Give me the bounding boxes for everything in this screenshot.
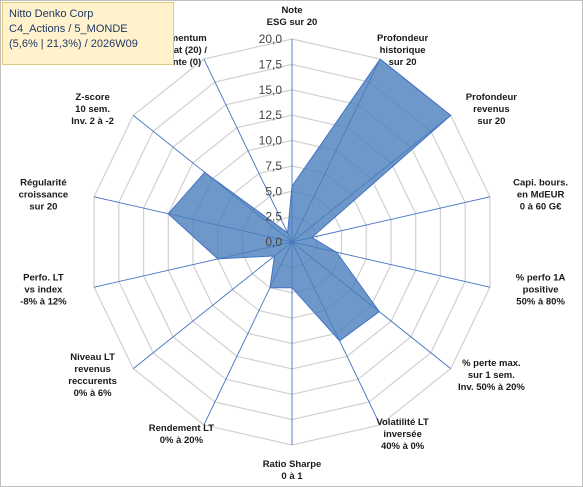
tick-label-6: 15,0 bbox=[259, 83, 283, 97]
axis-label-11-line-2: sur 20 bbox=[29, 202, 57, 213]
tick-label-4: 10,0 bbox=[259, 134, 283, 148]
axis-label-4-line-1: positive bbox=[523, 284, 559, 295]
axis-label-10-line-1: vs index bbox=[24, 284, 63, 295]
axis-label-7-line-1: 0 à 1 bbox=[281, 471, 303, 482]
tick-label-8: 20,0 bbox=[259, 32, 283, 46]
chart-title-box: Nitto Denko Corp C4_Actions / 5_MONDE (5… bbox=[2, 2, 174, 65]
axis-label-13-line-1: Achat (20) / bbox=[156, 45, 208, 56]
axis-label-12-line-1: 10 sem. bbox=[75, 104, 110, 115]
axis-label-11-line-1: croissance bbox=[19, 190, 69, 201]
axis-label-11: Régularité croissance sur 20 bbox=[19, 178, 69, 213]
axis-label-5-line-2: Inv. 50% à 20% bbox=[458, 382, 525, 393]
axis-label-8-line-0: Rendement LT bbox=[149, 423, 214, 434]
axis-label-5: % perte max. sur 1 sem. Inv. 50% à 20% bbox=[458, 358, 525, 393]
spoke-3 bbox=[291, 196, 491, 243]
axis-label-4: % perfo 1A positive 50% à 80% bbox=[516, 272, 566, 307]
axis-label-12-line-2: Inv. 2 à -2 bbox=[71, 116, 114, 127]
axis-label-1-line-1: historique bbox=[380, 45, 426, 56]
axis-label-1-line-0: Profondeur bbox=[377, 33, 428, 44]
axis-label-7: Ratio Sharpe 0 à 1 bbox=[263, 459, 322, 482]
tick-label-5: 12,5 bbox=[259, 108, 283, 122]
axis-label-2-line-1: revenus bbox=[473, 104, 509, 115]
axis-label-0: Note ESG sur 20 bbox=[267, 5, 318, 28]
radar-series-area bbox=[167, 58, 452, 342]
axis-label-13: Momentum Achat (20) / Vente (0) bbox=[156, 33, 208, 68]
axis-label-4-line-0: % perfo 1A bbox=[516, 272, 566, 283]
tick-label-0: 0,0 bbox=[265, 235, 282, 249]
axis-label-7-line-0: Ratio Sharpe bbox=[263, 459, 322, 470]
axis-label-3-line-0: Capi. bours. bbox=[513, 178, 568, 189]
axis-label-9-line-1: revenus bbox=[74, 364, 110, 375]
tick-label-7: 17,5 bbox=[259, 57, 283, 71]
axis-label-10-line-2: -8% à 12% bbox=[20, 296, 67, 307]
axis-label-6-line-1: inversée bbox=[383, 429, 422, 440]
axis-label-6: Volatilité LT inversée 40% à 0% bbox=[376, 417, 429, 452]
axis-label-8-line-1: 0% à 20% bbox=[160, 435, 204, 446]
radar-tick-labels: 0,0 2,5 5,0 7,5 10,0 12,5 15,0 17,5 20,0 bbox=[259, 32, 283, 249]
axis-label-2-line-2: sur 20 bbox=[477, 116, 505, 127]
axis-label-3-line-2: 0 à 60 G€ bbox=[520, 202, 562, 213]
tick-label-3: 7,5 bbox=[265, 159, 282, 173]
axis-label-6-line-2: 40% à 0% bbox=[381, 441, 425, 452]
axis-label-13-line-0: Momentum bbox=[156, 33, 207, 44]
tick-label-2: 5,0 bbox=[265, 184, 282, 198]
axis-label-8: Rendement LT 0% à 20% bbox=[149, 423, 214, 446]
axis-label-13-line-2: Vente (0) bbox=[162, 57, 202, 68]
axis-label-9-line-3: 0% à 6% bbox=[74, 388, 113, 399]
axis-label-0-line-1: ESG sur 20 bbox=[267, 17, 318, 28]
axis-label-11-line-0: Régularité bbox=[20, 178, 66, 189]
axis-label-4-line-2: 50% à 80% bbox=[516, 296, 565, 307]
spoke-9 bbox=[133, 241, 293, 369]
title-line-company: Nitto Denko Corp bbox=[9, 8, 94, 20]
tick-label-1: 2,5 bbox=[265, 210, 282, 224]
axis-label-2-line-0: Profondeur bbox=[466, 92, 517, 103]
axis-label-9-line-0: Niveau LT bbox=[70, 352, 115, 363]
axis-label-5-line-1: sur 1 sem. bbox=[468, 370, 515, 381]
title-line-stats: (5,6% | 21,3%) / 2026W09 bbox=[9, 38, 138, 50]
axis-label-3: Capi. bours. en MdEUR 0 à 60 G€ bbox=[513, 178, 568, 213]
axis-label-1-line-2: sur 20 bbox=[389, 57, 417, 68]
series-polygon bbox=[167, 58, 452, 342]
axis-label-12: Z-score 10 sem. Inv. 2 à -2 bbox=[71, 92, 114, 127]
axis-label-9-line-2: reccurents bbox=[68, 376, 117, 387]
axis-label-0-line-0: Note bbox=[281, 5, 302, 16]
title-line-category: C4_Actions / 5_MONDE bbox=[9, 23, 128, 35]
axis-label-3-line-1: en MdEUR bbox=[517, 190, 565, 201]
axis-label-10-line-0: Perfo. LT bbox=[23, 272, 64, 283]
axis-label-6-line-0: Volatilité LT bbox=[376, 417, 429, 428]
axis-label-2: Profondeur revenus sur 20 bbox=[466, 92, 517, 127]
spoke-13 bbox=[203, 58, 293, 243]
axis-label-12-line-0: Z-score bbox=[75, 92, 109, 103]
axis-label-5-line-0: % perte max. bbox=[462, 358, 521, 369]
axis-label-9: Niveau LT revenus reccurents 0% à 6% bbox=[68, 352, 117, 399]
axis-label-10: Perfo. LT vs index -8% à 12% bbox=[20, 272, 67, 307]
axis-label-1: Profondeur historique sur 20 bbox=[377, 33, 428, 68]
